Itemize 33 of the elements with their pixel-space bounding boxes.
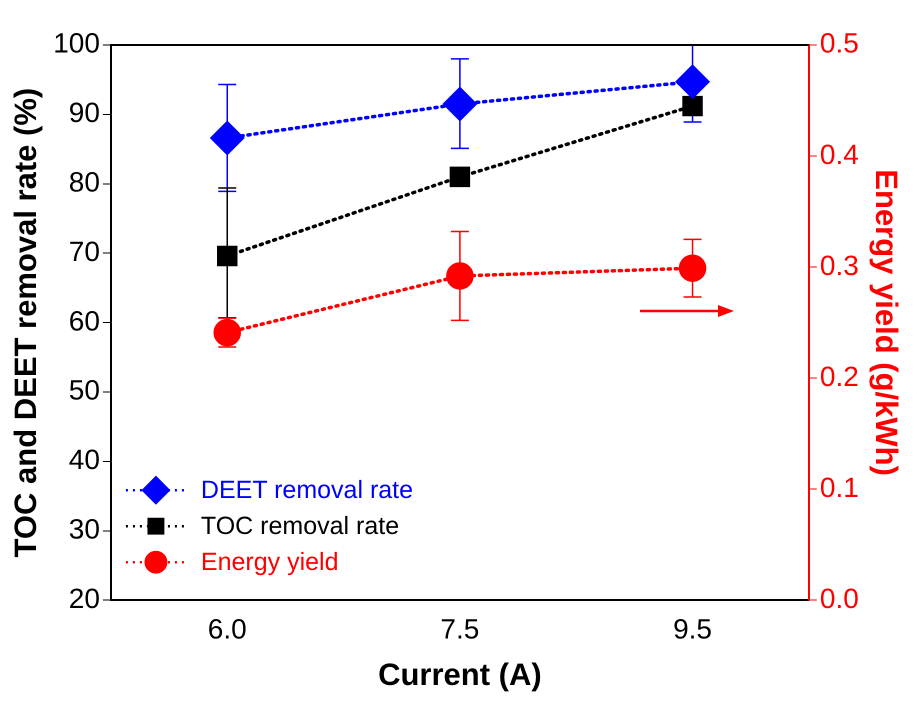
y-tick-label: 80: [68, 166, 100, 198]
x-axis-title: Current (A): [378, 656, 542, 692]
y-tick-label: 50: [68, 374, 100, 406]
point: [210, 121, 244, 155]
y-tick-label: 70: [68, 236, 100, 267]
y2-tick-label: 0.1: [820, 472, 859, 503]
point: [676, 65, 710, 99]
y-tick-label: 40: [68, 444, 100, 476]
y-tick-label: 30: [68, 514, 100, 545]
point: [450, 166, 470, 188]
y-tick-label: 20: [68, 582, 100, 614]
point: [678, 254, 706, 282]
y-tick-label: 60: [68, 305, 100, 336]
y2-tick-label: 0.0: [820, 582, 859, 614]
x-tick-label: 6.0: [208, 614, 247, 645]
point: [217, 246, 238, 266]
legend-label: Energy yield: [200, 548, 338, 576]
point: [443, 87, 477, 121]
point: [682, 96, 703, 116]
y-tick-label: 100: [53, 28, 100, 59]
point: [446, 262, 474, 290]
x-tick-label: 9.5: [673, 614, 712, 645]
y2-tick-label: 0.4: [820, 138, 859, 170]
x-tick-label: 7.5: [440, 614, 480, 645]
y2-axis-title: Energy yield (g/kWh): [868, 169, 904, 476]
y2-tick-label: 0.5: [820, 28, 859, 59]
legend-label: TOC removal rate: [200, 512, 400, 540]
legend-label: DEET removal rate: [200, 476, 414, 504]
y-axis-title: TOC and DEET removal rate (%): [8, 88, 44, 558]
y2-tick-label: 0.3: [820, 250, 859, 281]
y2-tick-label: 0.2: [820, 360, 859, 392]
y-tick-label: 90: [68, 97, 100, 128]
point: [213, 318, 241, 346]
